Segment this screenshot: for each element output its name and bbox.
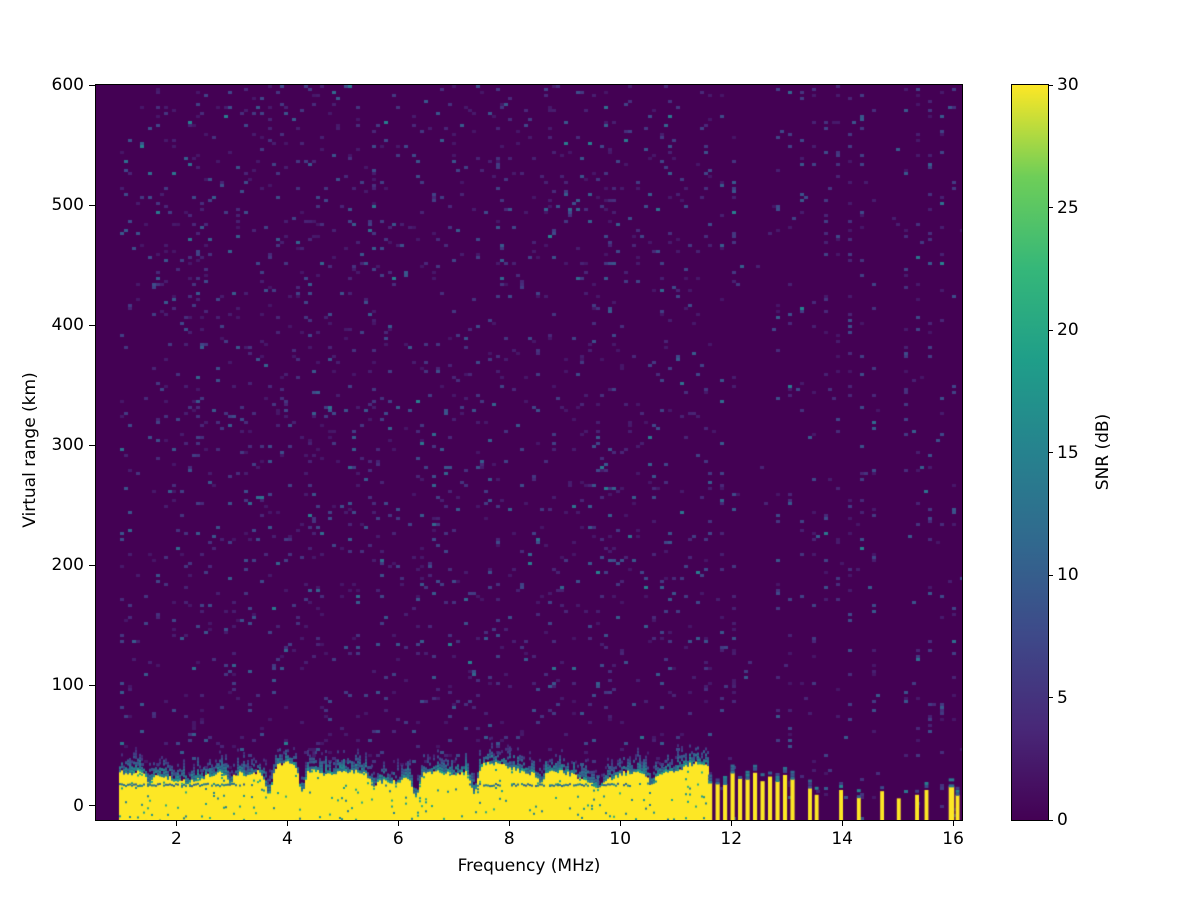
y-tick-mark — [89, 84, 95, 86]
x-tick-label: 6 — [392, 829, 404, 849]
colorbar-gradient — [1012, 85, 1048, 820]
colorbar — [1011, 84, 1049, 821]
colorbar-tick-mark — [1048, 697, 1053, 698]
y-tick-mark — [89, 564, 95, 566]
y-tick-mark — [89, 444, 95, 446]
colorbar-tick-mark — [1048, 329, 1053, 331]
y-tick-label: 0 — [73, 795, 84, 816]
colorbar-tick-label: 5 — [1057, 687, 1068, 708]
y-tick-mark — [89, 805, 95, 807]
colorbar-tick-label: 0 — [1057, 810, 1068, 830]
y-tick-label: 300 — [51, 435, 84, 456]
y-tick-label: 200 — [51, 555, 84, 576]
y-tick-label: 100 — [51, 675, 84, 696]
x-tick-label: 16 — [942, 829, 964, 849]
x-axis-label: Frequency (MHz) — [457, 856, 601, 876]
colorbar-tick-label: 25 — [1057, 197, 1079, 218]
colorbar-tick-label: 15 — [1057, 442, 1079, 463]
y-tick-label: 500 — [51, 195, 84, 216]
colorbar-tick-mark — [1048, 207, 1053, 208]
x-tick-label: 14 — [831, 829, 853, 849]
colorbar-tick-mark — [1048, 819, 1053, 821]
x-tick-label: 2 — [171, 829, 182, 849]
colorbar-tick-label: 30 — [1057, 75, 1079, 95]
y-tick-mark — [89, 204, 95, 206]
colorbar-tick-mark — [1048, 574, 1053, 576]
y-tick-mark — [89, 324, 95, 326]
colorbar-tick-mark — [1048, 452, 1053, 453]
x-tick-mark — [952, 821, 954, 826]
x-tick-mark — [730, 821, 732, 826]
colorbar-tick-label: 10 — [1057, 565, 1079, 585]
colorbar-tick-label: 20 — [1057, 320, 1079, 340]
x-tick-label: 10 — [609, 829, 632, 849]
x-tick-label: 8 — [503, 829, 515, 849]
y-tick-label: 600 — [51, 75, 84, 95]
y-tick-mark — [89, 684, 95, 686]
x-tick-label: 12 — [720, 829, 743, 849]
heatmap-canvas — [95, 84, 963, 821]
x-tick-mark — [286, 821, 288, 826]
x-tick-mark — [508, 821, 510, 826]
x-tick-mark — [175, 821, 177, 826]
x-tick-mark — [397, 821, 399, 826]
colorbar-tick-mark — [1048, 84, 1053, 86]
x-tick-label: 4 — [281, 829, 293, 849]
y-tick-label: 400 — [51, 315, 84, 336]
y-axis-label: Virtual range (km) — [20, 372, 40, 528]
x-tick-mark — [619, 821, 621, 826]
x-tick-mark — [841, 821, 843, 826]
